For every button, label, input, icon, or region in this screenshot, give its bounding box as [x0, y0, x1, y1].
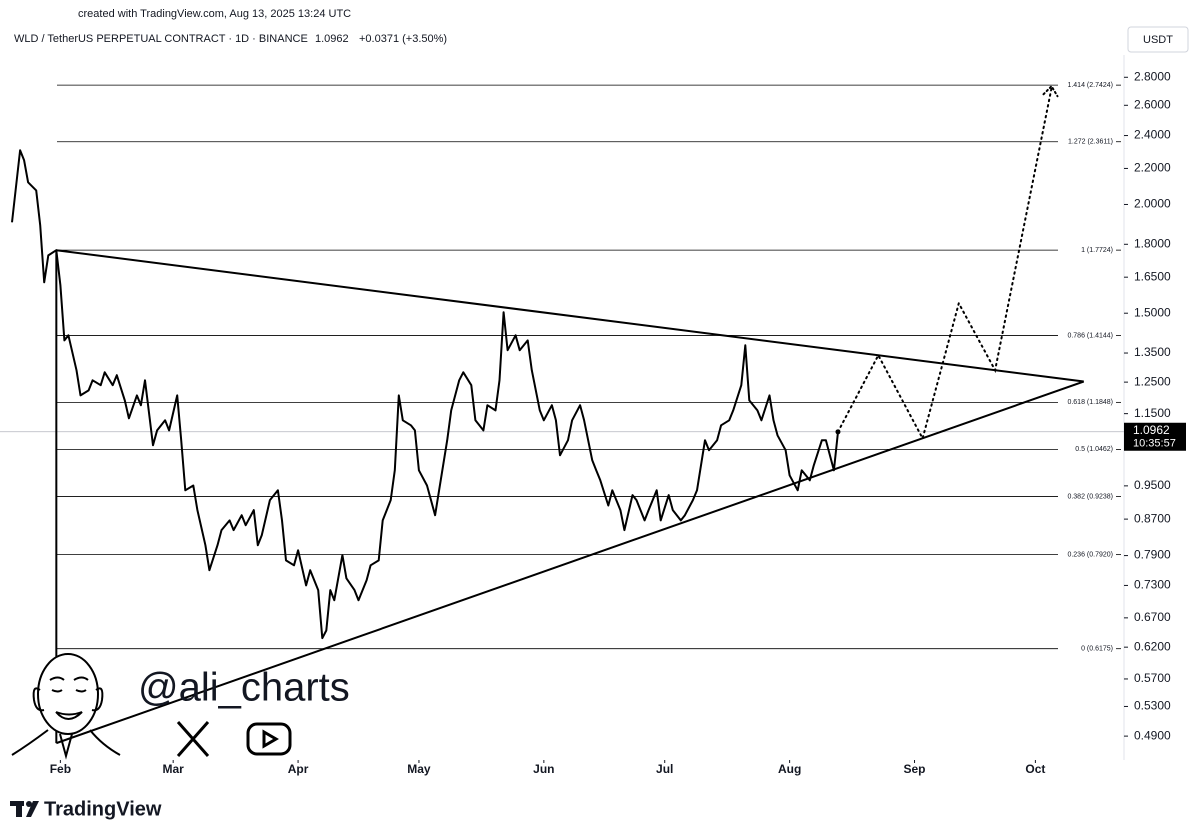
created-with: created with TradingView.com, Aug 13, 20…	[78, 8, 351, 20]
plot: 2.8000 2.6000 2.4000 2.2000 2.0000 1.8000 1.65…	[0, 69, 1186, 776]
x-tick-label: Apr	[288, 762, 309, 776]
youtube-icon[interactable]	[246, 722, 292, 756]
currency-box[interactable]	[1127, 26, 1189, 53]
y-tick-label: 0.6200	[1134, 639, 1171, 653]
avatar	[11, 653, 121, 760]
y-tick-label: 0.7900	[1134, 548, 1171, 562]
x-tick-label: Oct	[1025, 762, 1045, 776]
y-tick-label: 1.5000	[1134, 305, 1171, 319]
fib-label: 1.414 (2.7424)	[1067, 82, 1113, 89]
last-price: 1.0962	[315, 33, 349, 45]
y-tick-label: 0.8700	[1134, 511, 1171, 525]
x-tick-label: Feb	[50, 762, 71, 776]
y-tick-label: 0.6700	[1134, 610, 1171, 624]
projection-arrow	[1042, 84, 1059, 98]
x-tick-label: Jun	[533, 762, 554, 776]
fib-label: 0.618 (1.1848)	[1067, 399, 1113, 406]
x-tick-label: Aug	[778, 762, 801, 776]
y-tick-label: 0.4900	[1134, 728, 1171, 742]
fib-label: 1 (1.7724)	[1081, 247, 1113, 254]
y-tick-label: 2.2000	[1134, 161, 1171, 175]
y-tick-label: 1.8000	[1134, 236, 1171, 250]
fib-label: 0.5 (1.0462)	[1075, 446, 1113, 453]
y-tick-label: 1.6500	[1134, 269, 1171, 283]
last-price-box	[1124, 422, 1186, 451]
y-tick-label: 1.3500	[1134, 345, 1171, 359]
fib-label: 1.272 (2.3611)	[1068, 139, 1113, 146]
projection-line	[837, 87, 1053, 442]
y-tick-label: 2.4000	[1134, 128, 1171, 142]
y-tick-label: 1.1500	[1134, 406, 1171, 420]
fib-label: 0 (0.6175)	[1081, 646, 1113, 653]
watermark: @ali_charts	[138, 666, 350, 710]
last-price-label: 1.0962	[1133, 423, 1170, 437]
fib-label: 0.786 (1.4144)	[1067, 332, 1113, 339]
logo-mark	[10, 801, 39, 817]
y-tick-label: 0.5300	[1134, 699, 1171, 713]
x-tick-label: May	[407, 762, 431, 776]
countdown: 10:35:57	[1133, 438, 1176, 450]
price-line	[11, 149, 839, 640]
y-tick-label: 1.2500	[1134, 374, 1171, 388]
trendline	[56, 249, 1084, 383]
y-tick-label: 2.0000	[1134, 197, 1171, 211]
x-tick-label: Sep	[904, 762, 926, 776]
y-tick-label: 0.9500	[1134, 478, 1171, 492]
logo-text: TradingView	[44, 798, 162, 820]
x-icon[interactable]	[176, 721, 210, 757]
trendline	[56, 380, 1085, 745]
currency[interactable]: USDT	[1143, 34, 1173, 46]
last-point	[835, 429, 841, 435]
y-tick-label: 0.7300	[1134, 578, 1171, 592]
fib-label: 0.382 (0.9238)	[1067, 493, 1113, 500]
price-change: +0.0371 (+3.50%)	[359, 33, 447, 45]
y-tick-label: 2.6000	[1134, 97, 1171, 111]
y-tick-label: 0.5700	[1134, 671, 1171, 685]
x-tick-label: Jul	[656, 762, 673, 776]
chart-title: WLD / TetherUS PERPETUAL CONTRACT · 1D ·…	[14, 33, 308, 45]
y-tick-label: 2.8000	[1134, 69, 1171, 83]
fib-label: 0.236 (0.7920)	[1067, 551, 1113, 558]
x-tick-label: Mar	[163, 762, 185, 776]
